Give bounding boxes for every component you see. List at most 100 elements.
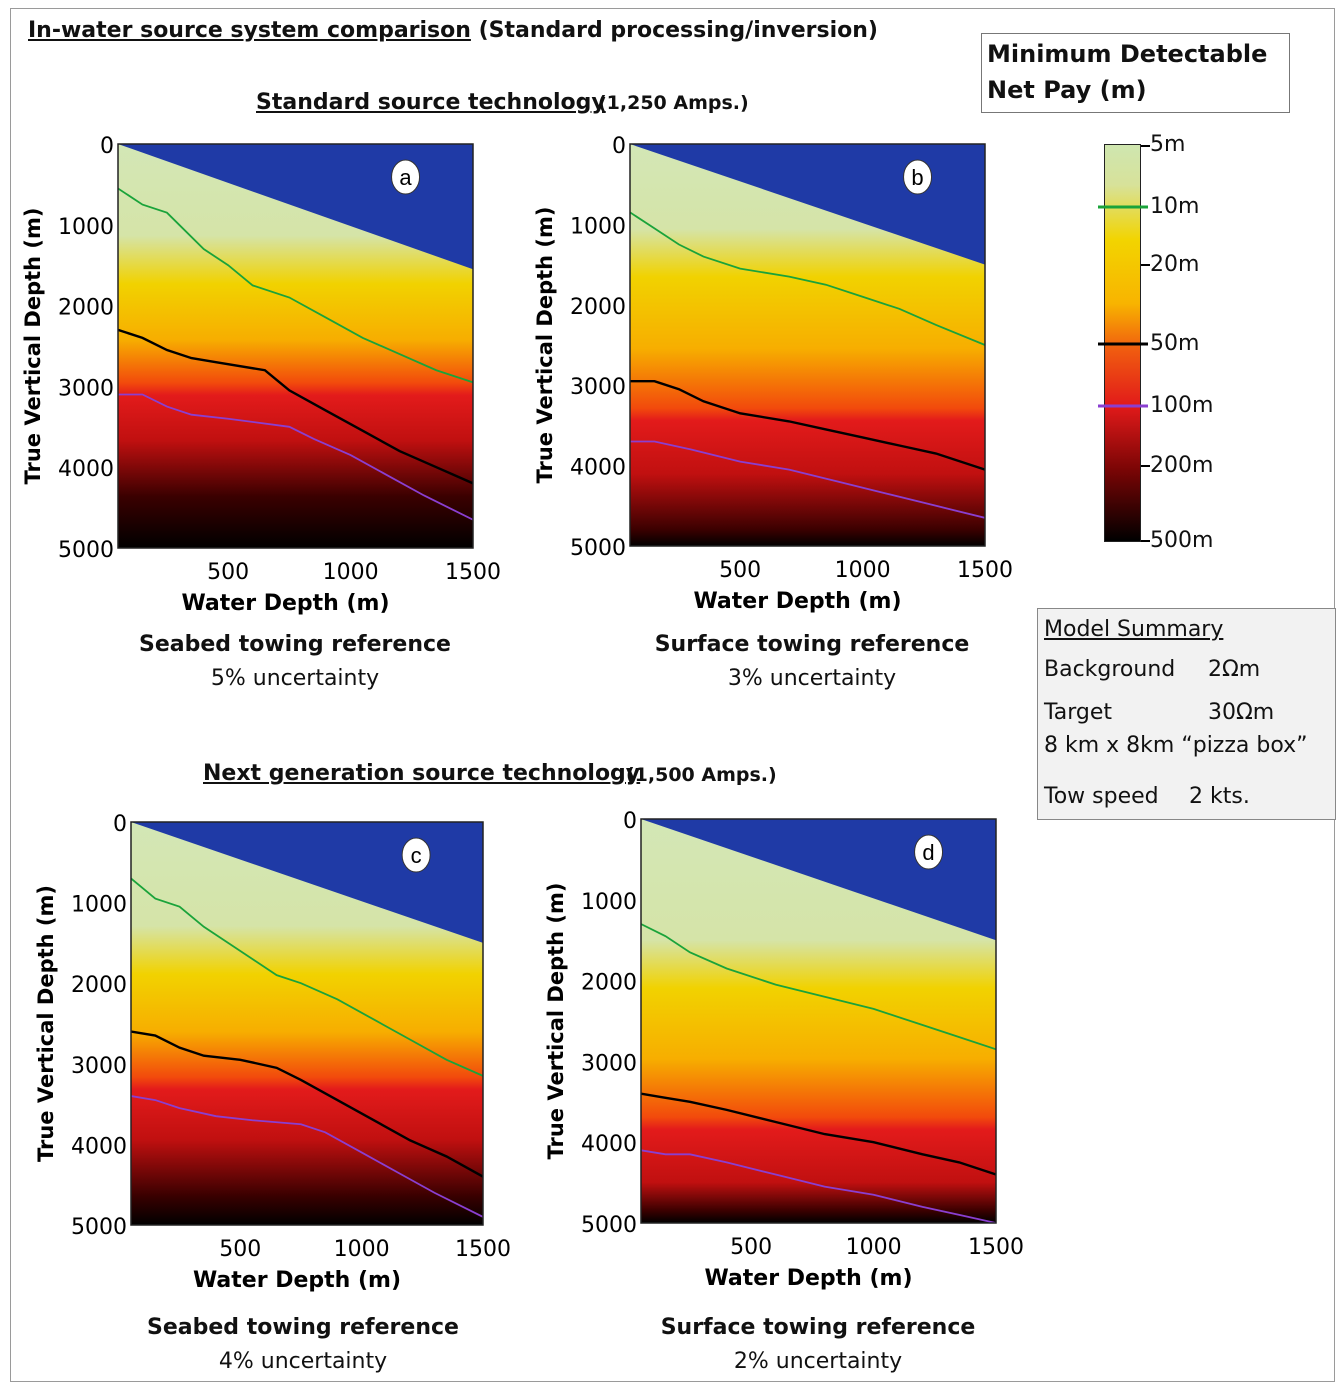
panel-letter-c: c — [411, 843, 422, 868]
plot-frame-c — [130, 821, 484, 1226]
panel-c: c 0 1000 2000 3000 4000 5000 500 1000 1500 Water D… — [34, 812, 511, 1293]
legend-title-box: Minimum Detectable Net Pay (m) — [981, 33, 1290, 113]
model-background-label: Background — [1044, 657, 1176, 682]
panel-a: a 0 1000 2000 3000 4000 5000 500 1000 1500 Water D… — [21, 134, 501, 616]
caption-b: Surface towing reference 3% uncertainty — [632, 628, 992, 696]
ytick-d: 2000 — [581, 971, 637, 996]
contour-10m-a — [118, 187, 473, 384]
ytick-c: 3000 — [71, 1054, 127, 1079]
caption-b-title: Surface towing reference — [654, 632, 970, 657]
ytick-c: 1000 — [71, 893, 127, 918]
figure-title: In-water source system comparison (Stand… — [28, 18, 878, 43]
model-tow-value: 2 kts. — [1189, 784, 1250, 809]
colorbar-label-500m: 500m — [1150, 528, 1214, 553]
figure-title-sub: (Standard processing/inversion) — [470, 18, 878, 43]
panel-letter-d: d — [922, 840, 934, 865]
caption-a-uncertainty: 5% uncertainty — [210, 666, 380, 691]
ytick-a: 3000 — [58, 376, 114, 401]
panel-letter-a: a — [399, 165, 412, 190]
colorbar-label-50m: 50m — [1150, 331, 1200, 356]
caption-c: Seabed towing reference 4% uncertainty — [123, 1311, 483, 1379]
ylabel-a: True Vertical Depth (m) — [21, 207, 45, 484]
section-amps-nextgen: (1,500 Amps.) — [626, 764, 777, 786]
ytick-c: 4000 — [71, 1134, 127, 1159]
colorbar-label-5m: 5m — [1150, 132, 1186, 157]
section-amps-standard: (1,250 Amps.) — [598, 92, 749, 114]
contour-10m-d — [641, 923, 996, 1051]
ylabel-d: True Vertical Depth (m) — [544, 882, 568, 1159]
colorbar-label-100m: 100m — [1150, 393, 1214, 418]
caption-a-title: Seabed towing reference — [139, 632, 451, 657]
ytick-a: 0 — [100, 134, 114, 159]
caption-b-uncertainty: 3% uncertainty — [727, 666, 897, 691]
section-title-nextgen: Next generation source technology — [203, 761, 641, 786]
xtick-c: 1000 — [334, 1237, 390, 1262]
ytick-b: 2000 — [570, 295, 626, 320]
ytick-b: 3000 — [570, 375, 626, 400]
panel-badge-c — [401, 837, 431, 873]
xtick-a: 1500 — [445, 560, 501, 585]
legend-title-line2: Net Pay (m) — [987, 76, 1147, 104]
panel-letter-b: b — [911, 165, 923, 190]
caption-d-title: Surface towing reference — [660, 1315, 976, 1340]
ytick-d: 0 — [623, 809, 637, 834]
panel-b: b 0 1000 2000 3000 4000 5000 500 1000 1500 Water D… — [533, 134, 1013, 614]
water-column-c — [131, 822, 483, 943]
ytick-b: 4000 — [570, 456, 626, 481]
plot-frame-a — [117, 143, 474, 549]
model-target-size: 8 km x 8km “pizza box” — [1044, 733, 1308, 758]
caption-c-title: Seabed towing reference — [147, 1315, 459, 1340]
plot-frame-d — [640, 818, 997, 1224]
contour-100m-b — [630, 440, 985, 519]
contour-100m-d — [641, 1149, 996, 1223]
model-summary-box: Model Summary Background 2Ωm Target 30Ωm… — [1037, 608, 1336, 820]
colorbar-label-20m: 20m — [1150, 252, 1200, 277]
xtick-b: 1000 — [835, 558, 891, 583]
figure-title-main: In-water source system comparison — [28, 18, 471, 43]
xlabel-b: Water Depth (m) — [693, 589, 901, 614]
xtick-d: 1000 — [846, 1235, 902, 1260]
contour-50m-d — [641, 1092, 996, 1176]
legend-title-line1: Minimum Detectable — [987, 40, 1268, 68]
xtick-c: 500 — [219, 1237, 261, 1262]
panel-badge-d — [914, 834, 944, 870]
contour-50m-c — [131, 1030, 483, 1178]
ytick-d: 5000 — [581, 1213, 637, 1238]
caption-a: Seabed towing reference 5% uncertainty — [115, 628, 475, 696]
ylabel-c: True Vertical Depth (m) — [34, 885, 58, 1162]
caption-d-uncertainty: 2% uncertainty — [733, 1349, 903, 1374]
xtick-c: 1500 — [455, 1237, 511, 1262]
ytick-d: 4000 — [581, 1132, 637, 1157]
ytick-d: 3000 — [581, 1051, 637, 1076]
contour-50m-a — [118, 328, 473, 485]
xlabel-d: Water Depth (m) — [704, 1266, 912, 1291]
ylabel-b: True Vertical Depth (m) — [533, 206, 557, 483]
xtick-a: 1000 — [323, 560, 379, 585]
water-column-b — [630, 144, 985, 265]
xlabel-c: Water Depth (m) — [193, 1268, 401, 1293]
ytick-a: 4000 — [58, 457, 114, 482]
contour-100m-a — [118, 393, 473, 521]
ytick-a: 5000 — [58, 538, 114, 563]
xtick-b: 500 — [719, 558, 761, 583]
colorbar-label-200m: 200m — [1150, 453, 1214, 478]
contour-10m-c — [131, 877, 483, 1077]
contour-50m-b — [630, 379, 985, 471]
ytick-a: 1000 — [58, 215, 114, 240]
xtick-d: 1500 — [968, 1235, 1024, 1260]
ytick-c: 5000 — [71, 1215, 127, 1240]
section-title-standard: Standard source technology — [256, 90, 606, 115]
ytick-a: 2000 — [58, 296, 114, 321]
ytick-b: 0 — [612, 134, 626, 159]
panel-badge-a — [391, 159, 421, 195]
contour-100m-c — [131, 1095, 483, 1218]
xtick-d: 500 — [730, 1235, 772, 1260]
ytick-c: 0 — [113, 812, 127, 837]
ytick-c: 2000 — [71, 973, 127, 998]
ytick-b: 1000 — [570, 214, 626, 239]
model-background-value: 2Ωm — [1208, 657, 1261, 682]
model-target-label: Target — [1044, 700, 1113, 725]
ytick-d: 1000 — [581, 890, 637, 915]
plot-frame-b — [629, 143, 986, 547]
